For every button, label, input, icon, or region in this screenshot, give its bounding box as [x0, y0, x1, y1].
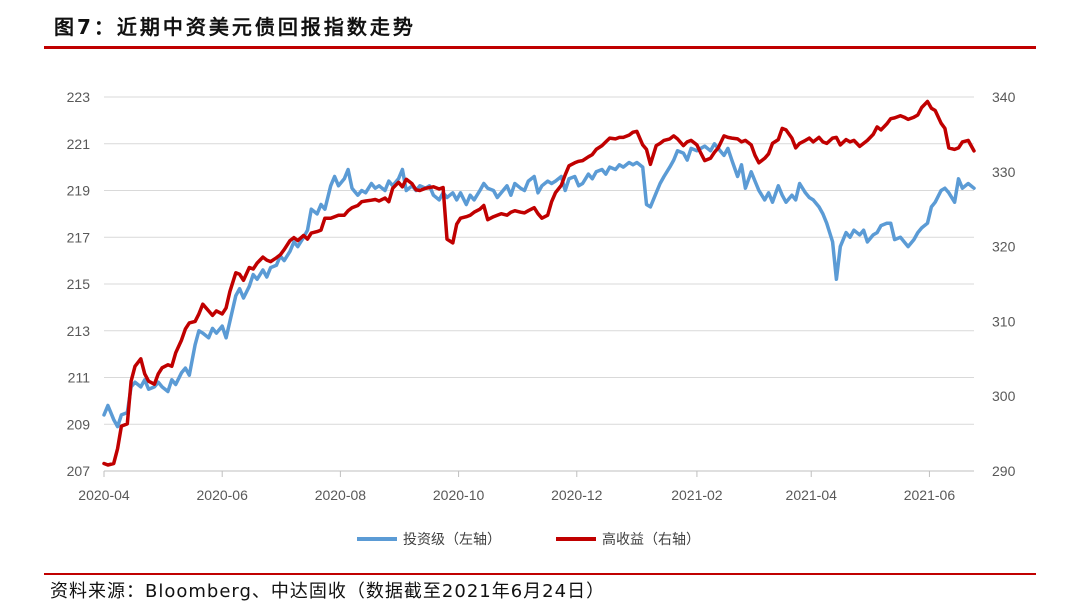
- legend: 投资级（左轴） 高收益（右轴）: [357, 531, 700, 548]
- y-right-tick-label: 320: [992, 239, 1016, 255]
- x-tick-label: 2020-12: [551, 487, 603, 503]
- y-right-tick-label: 300: [992, 388, 1016, 404]
- x-tick-label: 2020-10: [433, 487, 485, 503]
- x-tick-label: 2021-04: [786, 487, 838, 503]
- series-line-investment-grade: [102, 142, 976, 429]
- y-left-tick-label: 217: [67, 229, 91, 245]
- y-left-tick-label: 221: [67, 136, 91, 152]
- y-left-tick-label: 215: [67, 276, 91, 292]
- gridlines: [104, 96, 974, 472]
- y-left-tick-label: 209: [67, 416, 91, 432]
- source-note: 资料来源：Bloomberg、中达固收（数据截至2021年6月24日）: [50, 581, 606, 602]
- y-left-tick-label: 213: [67, 323, 91, 339]
- y-right-tick-label: 290: [992, 463, 1016, 479]
- y-right-tick-label: 330: [992, 164, 1016, 180]
- x-tick-label: 2020-06: [197, 487, 249, 503]
- line-chart: 207 209 211 213 215 217 219 221 223 290 300 310 320 3…: [67, 89, 1016, 548]
- title-divider: [44, 46, 1036, 49]
- series-lines: [102, 99, 976, 467]
- figure-title: 图7：近期中资美元债回报指数走势: [54, 15, 416, 39]
- axes: 207 209 211 213 215 217 219 221 223 290 300 310 320 3…: [67, 89, 1016, 503]
- y-left-tick-label: 211: [68, 370, 91, 386]
- y-left-tick-label: 207: [67, 463, 91, 479]
- legend-label: 高收益（右轴）: [602, 531, 700, 548]
- y-right-tick-label: 310: [992, 313, 1016, 329]
- series-line-high-yield: [102, 99, 976, 467]
- x-tick-label: 2020-04: [78, 487, 130, 503]
- y-left-tick-label: 223: [67, 89, 91, 105]
- x-tick-label: 2020-08: [315, 487, 367, 503]
- y-right-tick-label: 340: [992, 89, 1016, 105]
- legend-label: 投资级（左轴）: [403, 532, 501, 548]
- y-left-tick-label: 219: [67, 183, 91, 199]
- source-divider: [44, 573, 1036, 575]
- x-tick-label: 2021-02: [671, 487, 723, 503]
- x-tick-label: 2021-06: [904, 487, 956, 503]
